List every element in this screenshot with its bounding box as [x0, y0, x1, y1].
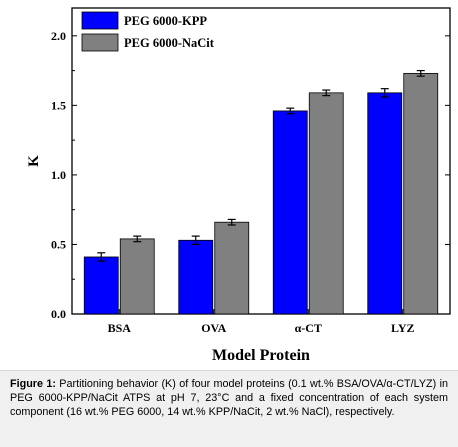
plot-area — [71, 7, 451, 315]
x-tick-label: LYZ — [391, 321, 415, 335]
y-tick-label: 0.0 — [51, 307, 66, 321]
plot-frame — [71, 7, 451, 315]
bar-chart: 0.0 0.5 1.0 1.5 2.0 BSA OVA α-CT LYZ PEG 6000-K… — [26, 7, 451, 364]
x-axis-label: Model Protein — [212, 347, 310, 364]
bar — [83, 256, 119, 315]
y-tick-label: 2.0 — [51, 29, 66, 43]
caption-label: Figure 1: — [10, 378, 56, 390]
bar — [403, 72, 439, 315]
caption-box: Figure 1: Partitioning behavior (K) of f… — [0, 370, 458, 447]
bar — [308, 92, 344, 315]
bar — [214, 221, 250, 315]
legend: PEG 6000-KPP PEG 6000-NaCit — [81, 11, 215, 52]
bar — [119, 238, 155, 315]
x-tick-label: α-CT — [295, 321, 322, 335]
y-tick-label: 1.0 — [51, 168, 66, 182]
legend-label: PEG 6000-NaCit — [124, 36, 215, 50]
y-axis-label: K — [26, 155, 42, 167]
legend-swatch — [81, 11, 119, 30]
legend-swatch — [81, 33, 119, 52]
bar — [367, 92, 403, 315]
bars — [83, 69, 439, 315]
bar — [272, 110, 308, 315]
x-tick-label: BSA — [108, 321, 132, 335]
y-tick-label: 0.5 — [51, 237, 66, 251]
y-tick-label: 1.5 — [51, 98, 66, 112]
figure-caption: Figure 1: Partitioning behavior (K) of f… — [10, 377, 448, 419]
y-axis: 0.0 0.5 1.0 1.5 2.0 — [51, 29, 450, 321]
bar — [178, 239, 214, 315]
x-axis: BSA OVA α-CT LYZ — [108, 309, 415, 335]
x-tick-label: OVA — [201, 321, 226, 335]
caption-text: Partitioning behavior (K) of four model … — [10, 378, 448, 418]
legend-label: PEG 6000-KPP — [124, 14, 207, 28]
